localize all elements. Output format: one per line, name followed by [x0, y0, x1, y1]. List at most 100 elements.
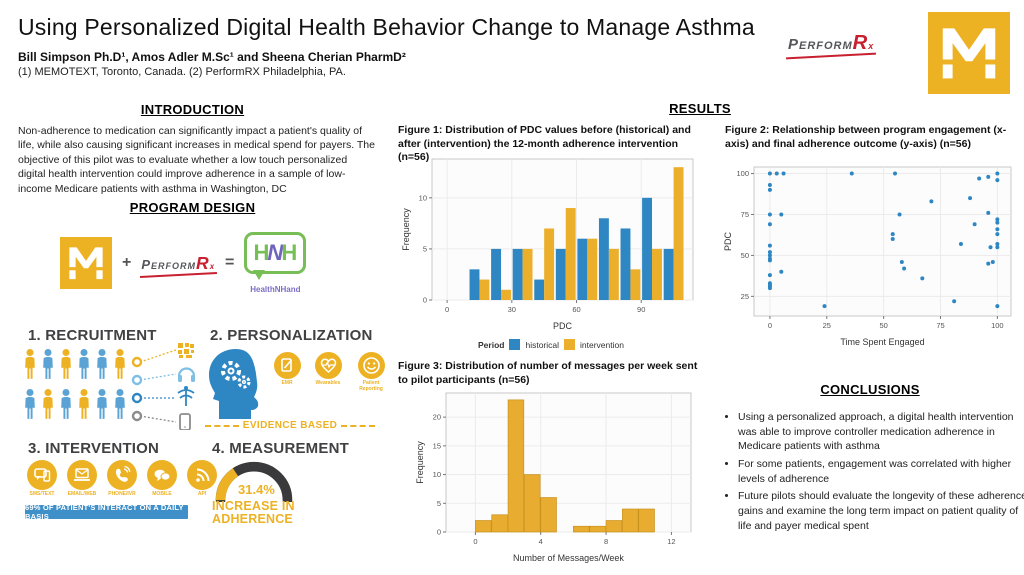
- dashed-line-right: [341, 424, 376, 427]
- people-row: [22, 388, 132, 426]
- healthnhand-caption: HealthNHand: [250, 285, 301, 294]
- svg-text:20: 20: [433, 413, 441, 422]
- speech-bubble-tail-icon: [253, 270, 266, 280]
- personalization-heading: 2. PERSONALIZATION: [210, 327, 373, 344]
- connector-dot-blue: [131, 392, 143, 404]
- hnh-letter-n: N: [267, 240, 284, 265]
- svg-text:8: 8: [604, 537, 608, 546]
- performrx-logo-text: Perform: [788, 36, 853, 53]
- person-icon: [94, 348, 110, 386]
- connector-dot-gray: [131, 410, 143, 422]
- person-icon: [94, 388, 110, 426]
- hnh-letter-h2: H: [281, 240, 298, 265]
- conclusion-item: Future pilots should evaluate the longev…: [738, 489, 1024, 533]
- sms-text-icon: [27, 460, 57, 490]
- svg-text:75: 75: [741, 210, 749, 219]
- emr-clipboard-icon: [273, 352, 301, 379]
- figure3-chart: 0 4 8 12 0 5 10 15 20 Number of Messages/Week Freq…: [414, 386, 700, 569]
- dashed-line-left: [205, 424, 239, 427]
- memotext-m-icon: [928, 12, 1010, 94]
- performrx-eq-text: Perform: [141, 256, 197, 272]
- patient-reporting-label: Patient Reporting: [359, 380, 383, 392]
- figure3-caption: Figure 3: Distribution of number of mess…: [398, 360, 698, 386]
- evidence-based-label: EVIDENCE BASED: [242, 420, 338, 431]
- conclusions-heading: CONCLUSIONS: [820, 382, 920, 397]
- svg-text:PDC: PDC: [553, 321, 573, 331]
- intervention-heading: 3. INTERVENTION: [28, 440, 160, 457]
- memotext-m-icon-small: [60, 237, 112, 289]
- intervention-channels: SMS/TEXT EMAIL/WEB PHONE/IVR: [24, 460, 220, 498]
- recruitment-people: [22, 348, 132, 428]
- sms-text-label: SMS/TEXT: [29, 491, 55, 497]
- patient-reporting-smiley-icon: [357, 352, 385, 379]
- connector-dot-yellow: [131, 356, 143, 368]
- svg-text:10: 10: [433, 470, 441, 479]
- caduceus-icon: [177, 386, 195, 406]
- adherence-gauge-icon: [215, 461, 293, 502]
- svg-text:75: 75: [936, 321, 944, 330]
- performrx-eq-x: x: [209, 261, 216, 271]
- smartphone-icon: [179, 413, 191, 430]
- svg-text:50: 50: [741, 251, 749, 260]
- figure1-legend: Period historical intervention: [400, 339, 702, 350]
- gauge-caption-line2: ADHERENCE: [212, 512, 293, 527]
- recruitment-channels-graphic: [131, 343, 196, 430]
- conclusion-item: For some patients, engagement was correl…: [738, 457, 1024, 486]
- svg-text:PDC: PDC: [723, 232, 733, 252]
- svg-text:90: 90: [637, 305, 645, 314]
- recruitment-heading: 1. RECRUITMENT: [28, 327, 157, 344]
- measurement-heading: 4. MEASUREMENT: [212, 440, 349, 457]
- phone-ivr-label: PHONE/IVR: [108, 491, 136, 497]
- svg-text:Frequency: Frequency: [401, 208, 411, 251]
- personalization-circles: EMR Wearables Patient Reporting: [272, 352, 388, 392]
- figure1: 0 30 60 90 0 5 10 PDC Frequency Period historica…: [400, 152, 702, 350]
- svg-text:30: 30: [508, 305, 516, 314]
- people-row: [22, 348, 132, 386]
- mobile-icon: [147, 460, 177, 490]
- wearables-heart-icon: [314, 352, 342, 379]
- svg-text:Time Spent Engaged: Time Spent Engaged: [840, 337, 924, 347]
- person-icon: [22, 348, 38, 386]
- performrx-swoosh: [786, 52, 877, 60]
- svg-text:10: 10: [419, 193, 427, 202]
- performrx-logo-x: x: [868, 41, 875, 51]
- page-title: Using Personalized Digital Health Behavi…: [18, 14, 755, 40]
- evidence-based: EVIDENCE BASED: [205, 420, 376, 431]
- head-gears-icon: [209, 349, 259, 419]
- svg-text:60: 60: [572, 305, 580, 314]
- affiliations: (1) MEMOTEXT, Toronto, Canada. (2) Perfo…: [18, 66, 346, 78]
- introduction-heading: INTRODUCTION: [140, 102, 245, 117]
- performrx-eq-r: R: [196, 252, 210, 273]
- person-icon: [76, 348, 92, 386]
- svg-text:0: 0: [423, 296, 427, 305]
- hnh-letter-h1: H: [253, 240, 270, 265]
- program-design-heading: PROGRAM DESIGN: [129, 200, 256, 215]
- phone-ivr-icon: [107, 460, 137, 490]
- svg-text:0: 0: [445, 305, 449, 314]
- conclusion-item: Using a personalized approach, a digital…: [738, 410, 1024, 454]
- person-icon: [58, 348, 74, 386]
- svg-text:0: 0: [473, 537, 477, 546]
- figure1-chart: 0 30 60 90 0 5 10 PDC Frequency: [400, 152, 702, 337]
- svg-text:5: 5: [423, 244, 427, 253]
- mobile-label: MOBILE: [152, 491, 172, 497]
- legend-intervention-label: intervention: [580, 339, 624, 350]
- gauge-caption-line1: INCREASE IN: [212, 499, 295, 513]
- results-heading: RESULTS: [669, 101, 731, 116]
- svg-text:100: 100: [736, 169, 749, 178]
- svg-text:25: 25: [823, 321, 831, 330]
- svg-text:0: 0: [768, 321, 772, 330]
- person-icon: [112, 348, 128, 386]
- person-icon: [58, 388, 74, 426]
- conclusions-list: Using a personalized approach, a digital…: [722, 410, 1024, 537]
- svg-text:5: 5: [437, 499, 441, 508]
- legend-historical-label: historical: [525, 339, 560, 350]
- connector-dot-lightblue: [131, 374, 143, 386]
- svg-text:100: 100: [991, 321, 1004, 330]
- svg-text:25: 25: [741, 292, 749, 301]
- headset-icon: [177, 367, 196, 382]
- daily-interaction-banner: 69% OF PATIENT'S INTERACT ON A DAILY BAS…: [25, 503, 188, 521]
